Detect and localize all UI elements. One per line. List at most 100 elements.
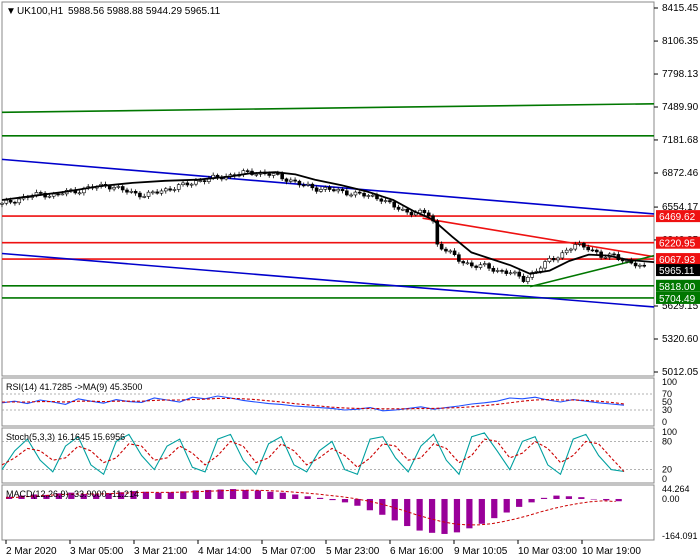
indicator-tick-label: 50	[662, 397, 672, 407]
macd-bar	[578, 497, 585, 499]
candle	[495, 267, 500, 274]
x-tick-label: 5 Mar 23:00	[326, 546, 380, 557]
macd-bar	[142, 491, 150, 499]
level-price-label: 5818.00	[659, 282, 696, 293]
candle	[556, 256, 560, 263]
macd-bar	[43, 494, 50, 499]
candle	[595, 248, 599, 255]
macd-bar	[416, 498, 423, 531]
indicator-tick-label: 70	[662, 389, 672, 399]
candle	[482, 260, 487, 267]
candle	[13, 200, 17, 206]
candle	[301, 182, 306, 188]
candle	[504, 268, 509, 276]
candle	[151, 189, 155, 195]
candle	[332, 186, 336, 193]
macd-bar	[192, 490, 199, 499]
candle	[314, 185, 319, 194]
level-price-tag	[656, 210, 700, 223]
macd-tick-label: 0.00	[662, 494, 680, 504]
candle	[401, 206, 405, 212]
candle	[0, 201, 4, 208]
price-layer	[0, 102, 655, 308]
macd-bar	[528, 498, 535, 503]
macd-bar	[105, 493, 112, 499]
macd-bar	[428, 498, 436, 533]
y-tick-label: 5629.15	[662, 301, 699, 312]
candle	[517, 269, 522, 279]
candle	[340, 187, 345, 194]
macd-bar	[93, 494, 100, 499]
macd-bar	[217, 489, 224, 499]
candle	[155, 189, 159, 195]
macd-bar	[466, 498, 473, 529]
level-price-label: 6469.62	[659, 212, 696, 223]
macd-bar	[404, 498, 411, 527]
candle	[345, 188, 349, 197]
y-tick-label: 6872.46	[662, 168, 699, 179]
candle	[582, 241, 586, 250]
level-price-label: 6067.93	[659, 255, 696, 266]
y-tick-label: 6554.17	[662, 202, 699, 213]
candle	[77, 190, 82, 196]
candle	[353, 190, 358, 198]
candle	[125, 187, 129, 195]
macd-tick-label: 44.264	[662, 484, 690, 494]
macd-bar	[30, 494, 38, 499]
rsi-label: RSI(14) 41.7285 ->MA(9) 45.3500	[6, 382, 142, 392]
y-tick-label: 7489.90	[662, 102, 699, 113]
macd-label: MACD(12,26,9) -33.9000 -11.214	[6, 489, 139, 499]
macd-bar	[279, 492, 286, 499]
macd-bar	[516, 498, 523, 507]
macd-bar	[6, 496, 13, 499]
macd-bar	[68, 492, 75, 499]
macd-bar	[155, 492, 162, 499]
candle	[577, 240, 582, 247]
indicator-series-line	[1, 432, 625, 476]
level-price-tag	[656, 291, 700, 304]
level-price-tag	[656, 236, 700, 249]
ohlc-label: 5988.56 5988.88 5944.29 5965.11	[68, 6, 221, 17]
indicator-series-line	[1, 395, 625, 412]
y-tick-label: 7181.68	[662, 135, 699, 146]
candle	[448, 249, 453, 254]
macd-bar	[317, 497, 324, 499]
symbol-icon: ▼	[6, 6, 16, 17]
candle	[405, 207, 409, 215]
indicator-series-line	[2, 397, 625, 410]
macd-bar	[254, 490, 262, 499]
macd-bar	[379, 498, 386, 515]
y-tick-label: 5320.60	[662, 334, 699, 345]
y-tick-label: 8106.35	[662, 36, 699, 47]
candle	[146, 190, 151, 199]
candle	[461, 259, 465, 266]
macd-bar	[366, 498, 373, 511]
candle	[551, 255, 556, 263]
candle	[129, 188, 134, 194]
candle	[366, 193, 371, 199]
macd-bar	[80, 494, 87, 499]
candle	[491, 265, 496, 274]
candle	[133, 189, 138, 196]
candle	[379, 197, 384, 205]
candle	[569, 247, 573, 253]
candle	[396, 204, 401, 212]
indicator-tick-label: 80	[662, 436, 672, 446]
moving-average-line	[1, 171, 655, 275]
macd-bar	[229, 489, 237, 499]
indicator-series-line	[1, 438, 625, 472]
candle	[310, 182, 315, 191]
macd-bar	[603, 498, 610, 501]
candle	[452, 248, 457, 257]
x-tick-label: 2 Mar 2020	[6, 546, 57, 557]
macd-bar	[441, 498, 448, 534]
candle	[349, 192, 353, 198]
indicator-tick-label: 20	[662, 465, 672, 475]
stoch-layer	[1, 432, 654, 476]
trend-line	[1, 252, 655, 308]
macd-bar	[205, 489, 212, 499]
candle	[547, 255, 552, 264]
macd-bar	[130, 491, 137, 499]
x-tick-label: 5 Mar 07:00	[262, 546, 316, 557]
